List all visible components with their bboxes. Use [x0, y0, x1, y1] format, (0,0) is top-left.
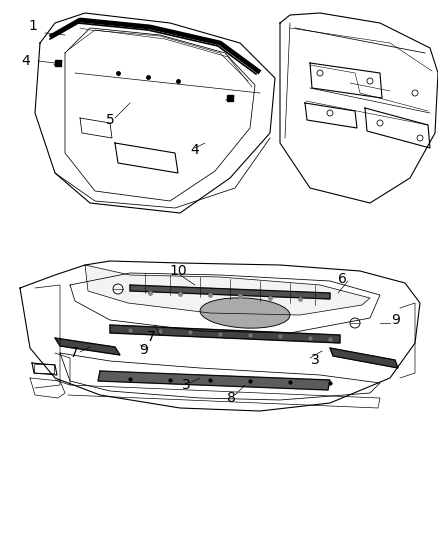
Polygon shape — [85, 265, 370, 315]
Text: 7: 7 — [70, 346, 78, 360]
Polygon shape — [330, 348, 398, 368]
Text: 3: 3 — [182, 378, 191, 392]
Text: 5: 5 — [106, 113, 114, 127]
Text: 3: 3 — [311, 353, 319, 367]
Text: 9: 9 — [140, 343, 148, 357]
Bar — [34, 364, 54, 373]
Polygon shape — [98, 371, 330, 390]
Ellipse shape — [200, 298, 290, 328]
Text: 7: 7 — [147, 330, 155, 344]
Text: 10: 10 — [169, 264, 187, 278]
Text: 1: 1 — [28, 19, 37, 33]
Text: 9: 9 — [392, 313, 400, 327]
Text: 4: 4 — [191, 143, 199, 157]
Text: 6: 6 — [338, 272, 346, 286]
Polygon shape — [130, 285, 330, 299]
Text: 8: 8 — [226, 391, 236, 405]
Text: 4: 4 — [21, 54, 30, 68]
Polygon shape — [110, 325, 340, 343]
Polygon shape — [55, 338, 120, 355]
